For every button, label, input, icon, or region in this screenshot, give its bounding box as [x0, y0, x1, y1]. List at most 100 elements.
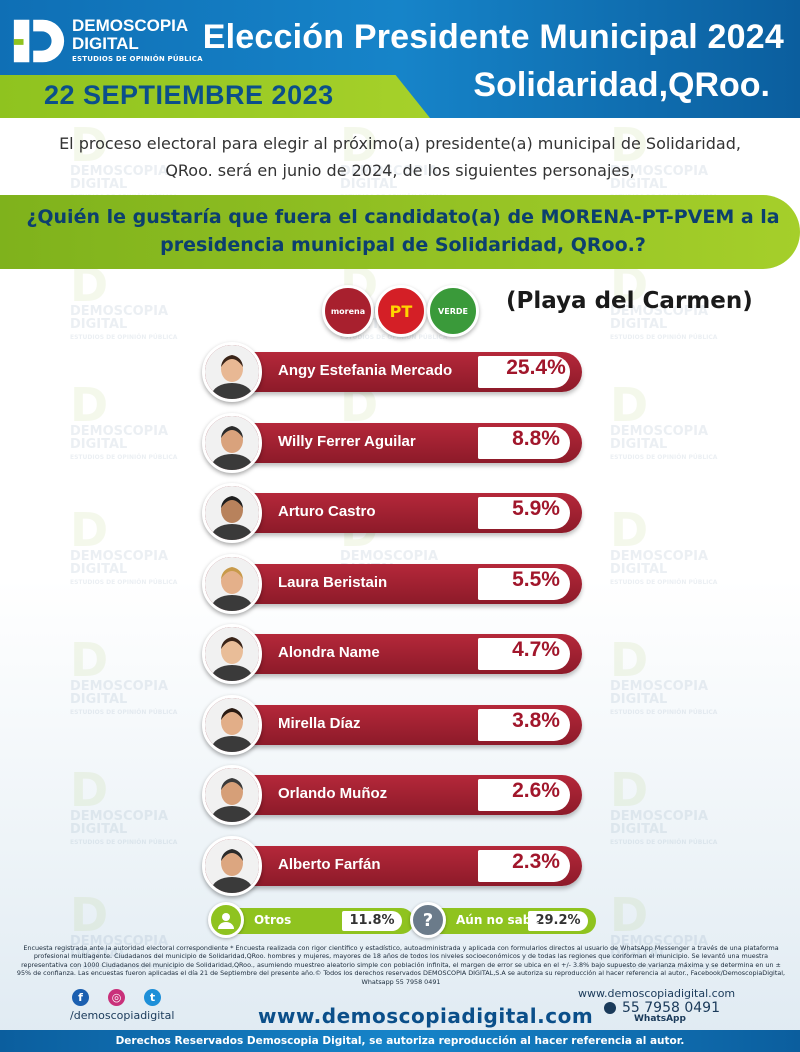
value-box — [478, 779, 570, 811]
candidate-photo — [202, 694, 262, 755]
candidate-photo — [202, 765, 262, 825]
candidate-bar — [232, 775, 582, 815]
candidate-value: 8.8% — [512, 426, 560, 450]
candidate-photo — [202, 412, 262, 473]
candidate-photo — [202, 483, 262, 543]
candidate-photo — [202, 835, 262, 896]
value-box — [478, 567, 570, 600]
candidate-value: 3.8% — [512, 708, 560, 732]
candidate-row: Laura Beristain 5.5% — [202, 553, 602, 614]
date-ribbon — [0, 75, 430, 118]
website-link[interactable]: www.demoscopiadigital.com — [258, 1004, 594, 1028]
candidate-name: Laura Beristain — [278, 573, 388, 591]
candidate-bar — [232, 352, 582, 392]
candidate-bar — [232, 563, 582, 604]
candidate-value: 2.3% — [512, 849, 560, 873]
candidate-row: Arturo Castro 5.9% — [202, 483, 602, 543]
pt-logo: PT — [375, 285, 427, 337]
candidate-bar — [232, 634, 582, 674]
facebook-icon[interactable]: f — [72, 989, 89, 1006]
aun-no-sabe-value: 29.2% — [528, 911, 588, 931]
person-icon — [208, 902, 244, 938]
morena-logo: morena — [322, 285, 374, 337]
candidate-name: Willy Ferrer Aguilar — [278, 432, 416, 450]
candidate-value: 4.7% — [512, 638, 560, 661]
otros-row: 11.8% Otros — [208, 902, 418, 938]
logo: DEMOSCOPIA DIGITAL ESTUDIOS DE OPINIÓN P… — [8, 10, 218, 70]
candidate-name: Angy Estefania Mercado — [278, 362, 453, 379]
value-box — [478, 638, 570, 670]
candidate-photo — [202, 342, 262, 402]
otros-label: Otros — [254, 913, 292, 927]
value-box — [478, 497, 570, 529]
candidate-row: Willy Ferrer Aguilar 8.8% — [202, 412, 602, 473]
candidate-photo — [202, 624, 262, 684]
candidate-value: 2.6% — [512, 779, 560, 802]
candidate-name: Orlando Muñoz — [278, 785, 388, 802]
candidate-row: Alondra Name 4.7% — [202, 624, 602, 684]
aun-no-sabe-label: Aún no sabe — [456, 913, 540, 927]
value-box — [478, 708, 570, 741]
candidate-value: 25.4% — [506, 356, 566, 379]
survey-date: 22 SEPTIEMBRE 2023 — [44, 80, 334, 110]
logo-d-icon — [13, 19, 65, 63]
value-box — [478, 849, 570, 882]
whatsapp-number[interactable]: 55 7958 0491 — [622, 1000, 720, 1016]
candidate-value: 5.5% — [512, 567, 560, 591]
intro-text: El proceso electoral para elegir al próx… — [59, 134, 741, 180]
candidate-row: Orlando Muñoz 2.6% — [202, 765, 602, 825]
whatsapp-label: WhatsApp — [634, 1014, 686, 1024]
logo-text-1: DEMOSCOPIA — [72, 16, 189, 35]
region-label: (Playa del Carmen) — [506, 288, 753, 314]
question-icon: ? — [410, 902, 446, 938]
logo-text-2: DIGITAL — [72, 34, 139, 53]
aun-no-sabe-row: 29.2% ? Aún no sabe — [410, 902, 600, 938]
candidate-value: 5.9% — [512, 497, 560, 520]
page-subtitle: Solidaridad,QRoo. — [473, 66, 770, 104]
social-icons: f ◎ t — [72, 989, 182, 1009]
candidate-name: Mirella Díaz — [278, 714, 361, 732]
header: DEMOSCOPIA DIGITAL ESTUDIOS DE OPINIÓN P… — [0, 0, 800, 118]
value-box — [478, 356, 570, 388]
candidate-name: Arturo Castro — [278, 503, 376, 520]
candidate-name: Alondra Name — [278, 644, 380, 661]
instagram-icon[interactable]: ◎ — [108, 989, 125, 1006]
footer-rights: Derechos Reservados Demoscopia Digital, … — [0, 1030, 800, 1052]
candidate-row: Mirella Díaz 3.8% — [202, 694, 602, 755]
methodology-note: Encuesta registrada ante la autoridad el… — [16, 944, 786, 986]
question-text: ¿Quién le gustaría que fuera el candidat… — [26, 206, 780, 256]
whatsapp-icon — [604, 1002, 616, 1014]
verde-logo: VERDE — [427, 285, 479, 337]
website-link-small[interactable]: www.demoscopiadigital.com — [578, 987, 736, 1000]
twitter-icon[interactable]: t — [144, 989, 161, 1006]
social-handle[interactable]: /demoscopiadigital — [70, 1009, 175, 1022]
value-box — [478, 426, 570, 459]
candidate-bar — [232, 704, 582, 745]
otros-value: 11.8% — [342, 911, 402, 931]
candidate-bar — [232, 422, 582, 463]
candidate-photo — [202, 553, 262, 614]
page-title: Elección Presidente Municipal 2024 — [202, 18, 784, 56]
party-logos: morena PT VERDE — [322, 285, 482, 337]
question-banner — [0, 195, 800, 269]
candidate-bar — [232, 493, 582, 533]
candidate-row: Angy Estefania Mercado 25.4% — [202, 342, 602, 402]
candidate-row: Alberto Farfán 2.3% — [202, 835, 602, 896]
candidate-name: Alberto Farfán — [278, 855, 381, 873]
logo-tagline: ESTUDIOS DE OPINIÓN PÚBLICA — [72, 55, 203, 63]
candidate-bar — [232, 845, 582, 886]
